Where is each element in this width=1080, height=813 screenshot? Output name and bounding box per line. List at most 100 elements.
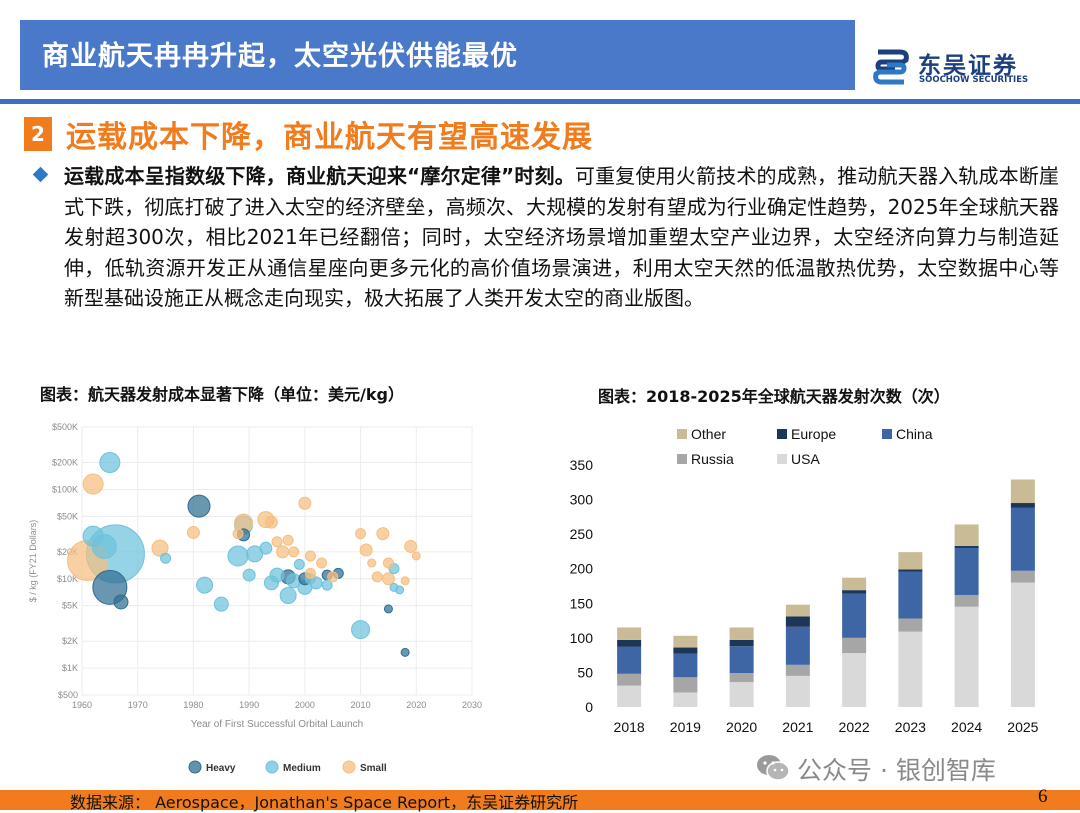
legend-swatch-russia xyxy=(677,454,687,464)
launch-cost-scatter-chart: $500 $1K $2K $5K $10K $20K $50K $100K $200K $500K… xyxy=(28,422,482,774)
scatter-point-medium xyxy=(259,541,273,555)
diamond-bullet-icon xyxy=(32,166,49,183)
bar-segment-other xyxy=(617,627,642,640)
scatter-point-small xyxy=(282,534,294,546)
scatter-point-small xyxy=(411,551,421,561)
y-tick-label: $100K xyxy=(52,484,78,494)
legend-label: Other xyxy=(691,426,726,442)
y-tick-label: 250 xyxy=(570,526,594,542)
scatter-point-small xyxy=(371,571,383,583)
y-tick-label: $200K xyxy=(52,458,78,468)
scatter-point-small xyxy=(298,496,312,510)
bar-segment-europe xyxy=(1010,503,1035,508)
scatter-point-medium xyxy=(293,558,305,570)
x-tick-label: 2020 xyxy=(726,719,757,735)
scatter-point-small xyxy=(264,515,278,529)
bar-segment-china xyxy=(785,626,810,665)
y-tick-label: 0 xyxy=(585,699,593,715)
x-tick-label: 2023 xyxy=(895,719,926,735)
bar-segment-europe xyxy=(898,569,923,572)
scatter-point-small xyxy=(381,572,395,586)
bar-segment-other xyxy=(842,577,867,591)
y-tick-label: $500 xyxy=(58,690,78,700)
y-tick-label: $2K xyxy=(62,636,78,646)
bar-segment-usa xyxy=(954,606,979,707)
watermark-text: 公众号 · 银创智库 xyxy=(797,756,996,785)
body-text: 可重复使用火箭技术的成熟，推动航天器入轨成本断崖式下跌，彻底打破了进入太空的经济… xyxy=(64,164,1060,310)
scatter-point-medium xyxy=(269,567,285,583)
y-tick-label: 50 xyxy=(577,664,593,680)
scatter-point-small xyxy=(327,571,339,583)
logo-text-en: SOOCHOW SECURITIES xyxy=(919,75,1029,85)
y-tick-label: 150 xyxy=(570,595,594,611)
x-tick-label: 2024 xyxy=(951,719,982,735)
x-tick-label: 2022 xyxy=(839,719,870,735)
bar-segment-europe xyxy=(673,647,698,654)
scatter-point-medium xyxy=(160,552,172,564)
scatter-point-medium xyxy=(242,568,256,582)
legend-label: China xyxy=(896,426,933,442)
bar-segment-europe xyxy=(617,639,642,647)
scatter-point-medium xyxy=(351,620,371,640)
bar-segment-europe xyxy=(842,590,867,594)
y-tick-label: $20K xyxy=(57,547,78,557)
legend-label: Heavy xyxy=(206,763,236,774)
y-tick-label: 350 xyxy=(570,457,594,473)
bar-segment-china xyxy=(729,646,754,674)
bar-segment-usa xyxy=(1010,582,1035,707)
legend-marker-heavy xyxy=(188,760,202,774)
x-tick-label: 2000 xyxy=(295,700,315,710)
scatter-point-medium xyxy=(196,576,214,594)
scatter-point-small xyxy=(400,576,410,586)
legend-swatch-europe xyxy=(777,429,787,439)
legend-marker-medium xyxy=(265,760,279,774)
footer-bar xyxy=(0,790,1080,810)
scatter-point-small xyxy=(82,473,104,495)
bar-segment-china xyxy=(673,653,698,678)
scatter-point-small xyxy=(304,567,316,579)
body-lead: 运载成本呈指数级下降，商业航天迎来“摩尔定律”时刻。 xyxy=(64,164,575,188)
section-number-badge: 2 xyxy=(24,117,52,151)
scatter-point-small xyxy=(355,528,367,540)
scatter-point-small xyxy=(151,539,169,557)
scatter-point-medium xyxy=(82,525,104,547)
bar-segment-usa xyxy=(785,675,810,707)
bar-segment-other xyxy=(898,552,923,570)
legend-swatch-other xyxy=(677,429,687,439)
scatter-point-heavy xyxy=(187,494,211,518)
bar-segment-china xyxy=(898,571,923,619)
bar-segment-other xyxy=(785,604,810,617)
bar-segment-russia xyxy=(729,673,754,683)
scatter-point-heavy xyxy=(383,604,393,614)
legend-label: Small xyxy=(360,763,387,774)
page-title: 商业航天冉冉升起，太空光伏供能最优 xyxy=(42,41,518,72)
x-tick-label: 1980 xyxy=(183,700,203,710)
bar-segment-europe xyxy=(729,639,754,647)
x-tick-label: 2019 xyxy=(670,719,701,735)
scatter-point-small xyxy=(359,543,373,557)
bar-segment-europe xyxy=(954,545,979,548)
scatter-point-small xyxy=(376,527,390,541)
bar-segment-usa xyxy=(729,682,754,707)
bar-segment-russia xyxy=(673,677,698,693)
company-logo: 东吴证券 SOOCHOW SECURITIES xyxy=(868,44,1068,90)
legend-label: Russia xyxy=(691,451,734,467)
scatter-point-medium xyxy=(227,545,249,567)
y-axis-label: $ / kg (FY21 Dollars) xyxy=(28,520,38,603)
y-tick-label: 300 xyxy=(570,492,594,508)
x-tick-label: 2030 xyxy=(462,700,482,710)
x-tick-label: 1960 xyxy=(72,700,92,710)
bar-segment-other xyxy=(729,627,754,640)
page-number: 6 xyxy=(1038,786,1048,807)
bar-segment-usa xyxy=(898,631,923,707)
x-tick-label: 1970 xyxy=(128,700,148,710)
scatter-point-small xyxy=(288,546,300,558)
scatter-point-heavy xyxy=(400,647,410,657)
bar-segment-china xyxy=(954,547,979,595)
x-tick-label: 2010 xyxy=(351,700,371,710)
scatter-point-small xyxy=(186,525,200,539)
y-tick-label: $1K xyxy=(62,663,78,673)
bar-segment-russia xyxy=(842,637,867,654)
bar-segment-other xyxy=(954,524,979,546)
bar-segment-usa xyxy=(842,653,867,707)
